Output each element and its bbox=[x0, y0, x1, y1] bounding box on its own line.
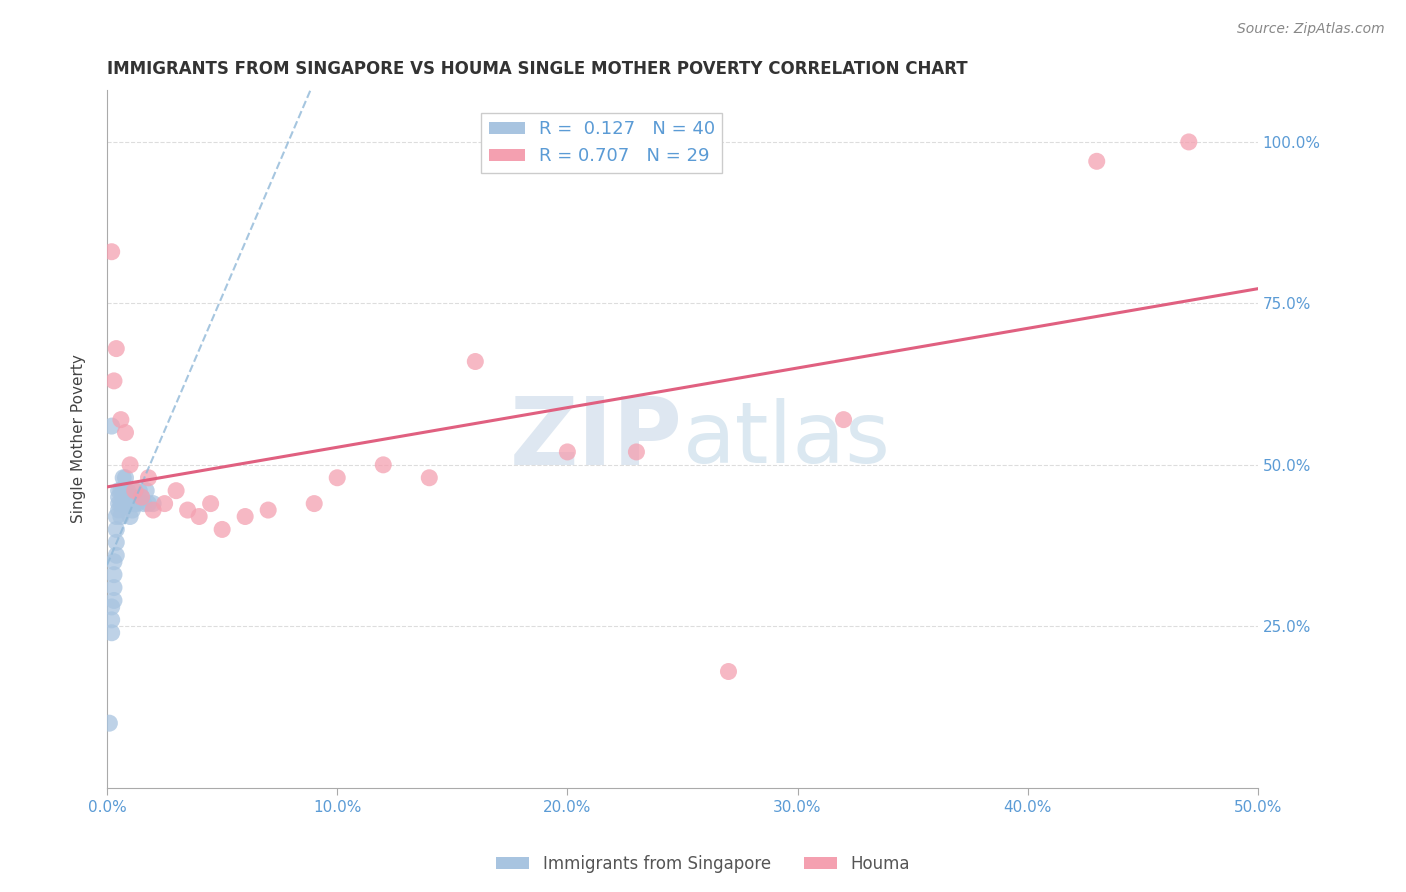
Point bbox=[112, 471, 135, 485]
Point bbox=[717, 665, 740, 679]
Point bbox=[110, 497, 132, 511]
Point bbox=[132, 497, 155, 511]
Point bbox=[257, 503, 280, 517]
Point bbox=[128, 483, 150, 498]
Point bbox=[464, 354, 486, 368]
Point bbox=[100, 625, 122, 640]
Text: atlas: atlas bbox=[682, 398, 890, 481]
Point bbox=[120, 509, 142, 524]
Point bbox=[114, 425, 136, 440]
Point bbox=[117, 483, 139, 498]
Point bbox=[176, 503, 198, 517]
Point bbox=[117, 497, 139, 511]
Point bbox=[120, 458, 142, 472]
Point bbox=[120, 497, 142, 511]
Point bbox=[103, 581, 125, 595]
Point bbox=[138, 497, 160, 511]
Point bbox=[188, 509, 211, 524]
Point bbox=[110, 483, 132, 498]
Point bbox=[112, 483, 135, 498]
Point bbox=[98, 716, 121, 731]
Point bbox=[211, 523, 233, 537]
Point bbox=[107, 503, 129, 517]
Point bbox=[626, 445, 648, 459]
Point bbox=[105, 523, 128, 537]
Point bbox=[100, 613, 122, 627]
Point bbox=[165, 483, 187, 498]
Point bbox=[121, 503, 143, 517]
Point bbox=[557, 445, 579, 459]
Point bbox=[100, 244, 122, 259]
Point bbox=[131, 490, 153, 504]
Point bbox=[153, 497, 176, 511]
Point bbox=[125, 497, 148, 511]
Point bbox=[124, 497, 146, 511]
Point bbox=[110, 509, 132, 524]
Point bbox=[107, 490, 129, 504]
Point bbox=[100, 419, 122, 434]
Legend: Immigrants from Singapore, Houma: Immigrants from Singapore, Houma bbox=[489, 848, 917, 880]
Point bbox=[131, 490, 153, 504]
Legend: R =  0.127   N = 40, R = 0.707   N = 29: R = 0.127 N = 40, R = 0.707 N = 29 bbox=[481, 113, 723, 173]
Point bbox=[135, 483, 157, 498]
Point bbox=[121, 490, 143, 504]
Point bbox=[302, 497, 325, 511]
Point bbox=[1085, 154, 1108, 169]
Point bbox=[114, 471, 136, 485]
Point bbox=[142, 497, 165, 511]
Point bbox=[373, 458, 395, 472]
Point bbox=[114, 497, 136, 511]
Y-axis label: Single Mother Poverty: Single Mother Poverty bbox=[72, 355, 86, 524]
Point bbox=[105, 535, 128, 549]
Point bbox=[1178, 135, 1201, 149]
Point bbox=[114, 483, 136, 498]
Point bbox=[832, 412, 855, 426]
Point bbox=[138, 471, 160, 485]
Point bbox=[233, 509, 256, 524]
Point bbox=[110, 412, 132, 426]
Point bbox=[418, 471, 440, 485]
Text: Source: ZipAtlas.com: Source: ZipAtlas.com bbox=[1237, 22, 1385, 37]
Point bbox=[105, 342, 128, 356]
Point bbox=[105, 548, 128, 562]
Point bbox=[103, 567, 125, 582]
Point bbox=[103, 374, 125, 388]
Point bbox=[200, 497, 222, 511]
Point bbox=[107, 483, 129, 498]
Point bbox=[100, 599, 122, 614]
Point bbox=[107, 497, 129, 511]
Point bbox=[105, 509, 128, 524]
Point bbox=[112, 497, 135, 511]
Point bbox=[124, 483, 146, 498]
Text: IMMIGRANTS FROM SINGAPORE VS HOUMA SINGLE MOTHER POVERTY CORRELATION CHART: IMMIGRANTS FROM SINGAPORE VS HOUMA SINGL… bbox=[107, 60, 967, 78]
Point bbox=[103, 593, 125, 607]
Point bbox=[326, 471, 349, 485]
Text: ZIP: ZIP bbox=[509, 393, 682, 485]
Point bbox=[142, 503, 165, 517]
Point bbox=[103, 555, 125, 569]
